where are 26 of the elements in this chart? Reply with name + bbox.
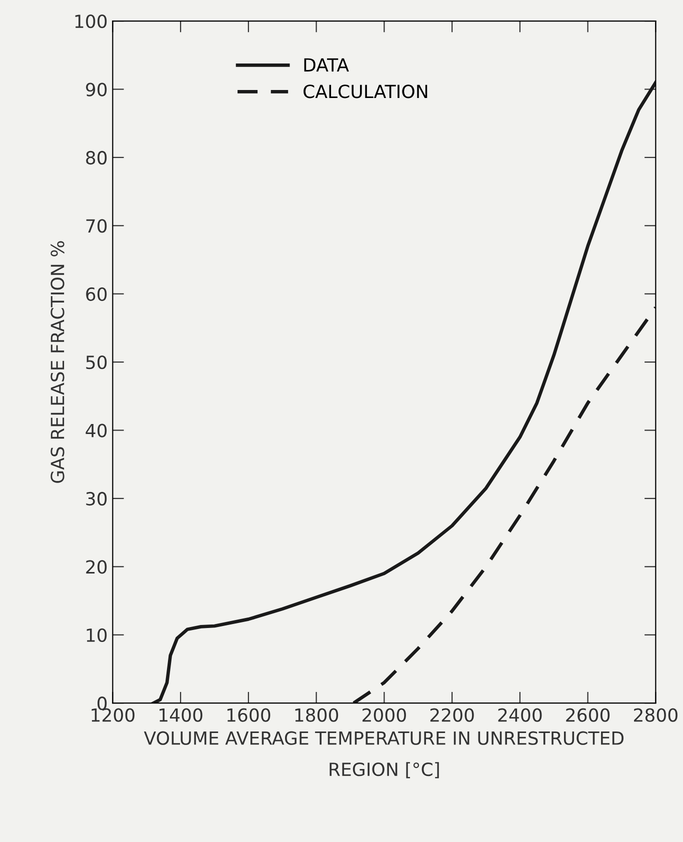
- y-tick-label: 100: [75, 14, 107, 28]
- x-tick-label: 2200: [430, 708, 474, 722]
- y-tick-label: 10: [86, 628, 107, 642]
- x-tick-label: 2600: [566, 708, 610, 722]
- y-tick-label: 30: [86, 492, 107, 506]
- x-tick-label: 1800: [295, 708, 338, 722]
- y-tick-label: 90: [86, 82, 107, 96]
- y-tick-label: 0: [98, 696, 107, 710]
- x-tick-label: 2000: [362, 708, 406, 722]
- y-tick-label: 60: [86, 287, 107, 301]
- y-tick-label: 40: [86, 424, 107, 438]
- y-axis-title: GAS RELEASE FRACTION %: [50, 241, 64, 483]
- legend-label: DATA: [304, 58, 349, 72]
- y-tick-label: 20: [86, 560, 107, 574]
- x-tick-label: 1200: [92, 708, 134, 722]
- x-tick-label: 1400: [160, 708, 202, 722]
- line-series: [352, 306, 656, 704]
- y-tick-label: 50: [86, 356, 107, 370]
- x-tick-label: 2800: [634, 708, 678, 722]
- legend-label: CALCULATION: [304, 84, 428, 98]
- y-tick-label: 70: [86, 219, 107, 233]
- y-tick-label: 80: [86, 150, 107, 165]
- x-tick-label: 2400: [498, 708, 542, 722]
- x-axis-title: VOLUME AVERAGE TEMPERATURE IN UNRESTRUCTED REGION [°C]: [144, 731, 624, 778]
- line-series: [152, 80, 656, 704]
- x-tick-label: 1600: [227, 708, 270, 722]
